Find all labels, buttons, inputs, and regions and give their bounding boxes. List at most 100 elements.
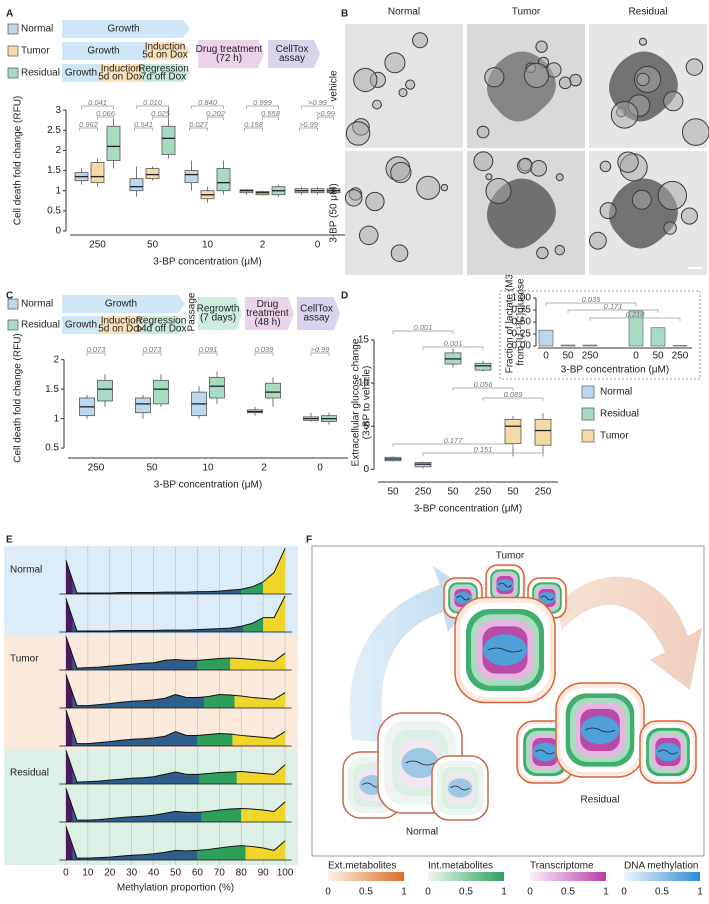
panel-letter: F xyxy=(306,535,312,546)
ridge-segment xyxy=(65,788,73,822)
p-value: 0.001 xyxy=(414,323,433,332)
p-value: 0.210 xyxy=(626,310,646,319)
p-value: 0.027 xyxy=(189,120,209,129)
p-value: 0.177 xyxy=(444,436,464,445)
p-bracket xyxy=(246,105,279,109)
p-bracket xyxy=(198,352,218,356)
p-bracket xyxy=(589,317,681,321)
ridge-segment xyxy=(65,826,73,860)
ridge-segment xyxy=(72,579,242,594)
p-value: >0.99 xyxy=(308,98,328,107)
diagram-label: Tumor xyxy=(496,551,525,562)
organoid xyxy=(440,183,449,192)
group-label: Tumor xyxy=(10,654,39,665)
x-tick-label: 0 xyxy=(543,351,549,362)
scheme-step xyxy=(145,42,190,60)
scheme-text: Regrowth xyxy=(197,304,240,315)
y-tick-label: 0.00 xyxy=(512,341,532,352)
x-tick-label: 50 xyxy=(146,463,158,474)
p-bracket xyxy=(81,105,114,109)
legend-label: Tumor xyxy=(600,431,629,442)
y-axis-label: Fraction of lactate (M3) xyxy=(505,271,516,374)
ridge-outline xyxy=(65,548,286,594)
organoid xyxy=(416,175,441,200)
p-value: 0.001 xyxy=(444,339,463,348)
ridge-segment xyxy=(72,807,202,822)
ridge-segment xyxy=(230,653,286,670)
ridge-segment xyxy=(236,764,286,784)
legend-swatch xyxy=(7,23,19,35)
p-value: >0.99 xyxy=(316,109,336,118)
p-bracket xyxy=(422,346,484,350)
y-axis-label: (3-BP to vehicle) xyxy=(362,366,373,440)
bar xyxy=(650,327,666,347)
organoid xyxy=(412,32,429,49)
p-bracket xyxy=(79,127,98,131)
ridge-segment xyxy=(197,658,231,670)
organoid xyxy=(345,121,371,146)
scheme-step xyxy=(297,297,340,330)
legend-label: Tumor xyxy=(21,46,50,57)
x-tick-label: 0 xyxy=(633,351,639,362)
ridge-segment xyxy=(72,730,198,746)
legend-label: Residual xyxy=(21,320,60,331)
scheme-text: Passage xyxy=(187,292,198,331)
panel-letter: A xyxy=(6,9,13,20)
column-header: Normal xyxy=(388,7,420,18)
x-tick-label: 50 xyxy=(170,868,182,879)
y-tick-label: 5 xyxy=(363,421,369,432)
ridge-segment xyxy=(263,596,286,632)
bar xyxy=(560,344,576,347)
dna xyxy=(498,582,512,588)
organoid xyxy=(530,159,547,177)
x-tick-label: 50 xyxy=(447,487,459,498)
ridge-segment xyxy=(65,750,73,784)
y-tick-label: 0.25 xyxy=(512,329,532,340)
p-bracket xyxy=(422,452,544,456)
colorbar-title: Transcriptome xyxy=(530,861,594,872)
x-tick-label: 100 xyxy=(277,868,294,879)
x-tick-label: 250 xyxy=(475,487,492,498)
organoid xyxy=(390,244,409,262)
x-tick-label: 50 xyxy=(507,487,519,498)
p-value: 0.073 xyxy=(143,345,163,354)
legend-label: Normal xyxy=(21,299,53,310)
organoid xyxy=(638,37,648,46)
column-header: Tumor xyxy=(512,7,541,18)
scheme-step xyxy=(62,42,145,60)
scheme-text: (48 h) xyxy=(254,317,280,328)
p-value: 0.035 xyxy=(582,295,602,304)
scheme-text: Growth xyxy=(65,68,97,79)
y-tick-label: 0.75 xyxy=(512,305,532,316)
row-label: 3-BP (50 μM) xyxy=(329,183,340,242)
p-value: 0.840 xyxy=(198,98,218,107)
y-axis-label: Extracellular glucose change xyxy=(351,338,362,466)
colorbar-title: Int.metabolites xyxy=(428,861,493,872)
colorbar xyxy=(624,872,700,881)
p-bracket xyxy=(189,127,208,131)
box xyxy=(184,170,199,184)
colorbar-tick-label: 0 xyxy=(425,887,431,898)
group-label: Normal xyxy=(10,565,42,576)
organoid xyxy=(485,177,512,204)
p-bracket xyxy=(301,105,334,109)
scheme-text: 5d on Dox xyxy=(98,72,144,83)
p-bracket xyxy=(254,352,274,356)
legend-swatch xyxy=(7,67,19,79)
box xyxy=(265,382,281,399)
scheme-text: Growth xyxy=(65,320,97,331)
panel-letter: D xyxy=(341,291,348,302)
scheme-text: (72 h) xyxy=(216,53,242,64)
y-axis-label: Cell death fold change (RFU) xyxy=(13,96,24,226)
ridge-segment xyxy=(197,845,246,860)
p-bracket xyxy=(134,127,153,131)
organoid xyxy=(517,158,533,174)
scheme-step xyxy=(142,316,185,334)
y-tick-label: 15 xyxy=(358,335,370,346)
bar xyxy=(538,329,554,347)
y-axis-label: from [U-¹³C]glucose xyxy=(516,278,527,366)
p-bracket xyxy=(567,309,659,313)
scheme-text: 5d on Dox xyxy=(98,324,144,335)
box xyxy=(135,397,151,414)
organoid xyxy=(631,189,652,210)
